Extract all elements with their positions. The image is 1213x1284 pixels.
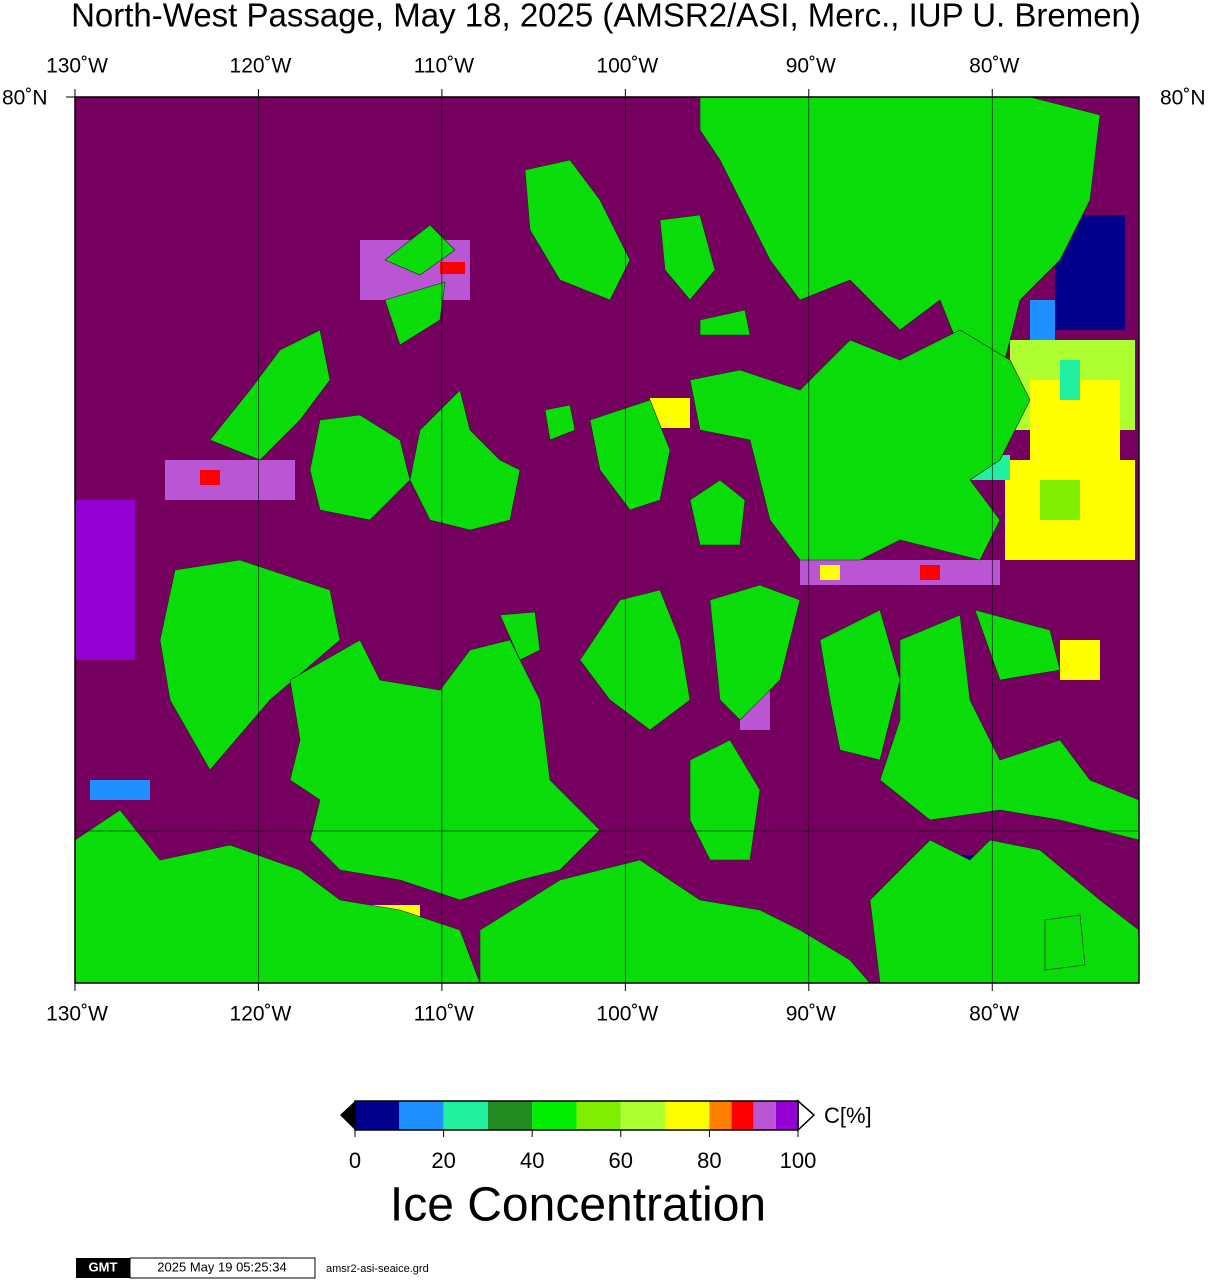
colorbar-segment — [731, 1101, 754, 1130]
colorbar-segment — [443, 1101, 488, 1130]
lon-label: 120˚W — [230, 55, 292, 78]
colorbar-segment — [753, 1101, 776, 1130]
colorbar: C[%] Ice Concentration 0 20 40 60 80 100 — [340, 1099, 872, 1232]
lon-label: 120˚W — [230, 1003, 292, 1026]
lon-label: 90˚W — [786, 55, 836, 78]
colorbar-segment — [399, 1101, 444, 1130]
title: North-West Passage, May 18, 2025 (AMSR2/… — [71, 0, 1141, 34]
land — [74, 96, 1140, 984]
colorbar-tick-label: 100 — [780, 1148, 817, 1173]
lon-label: 100˚W — [596, 1003, 658, 1026]
lon-label: 100˚W — [596, 55, 658, 78]
colorbar-segment — [576, 1101, 621, 1130]
lat-label: 80˚N — [1160, 87, 1206, 110]
file-name: amsr2-asi-seaice.grd — [326, 1263, 429, 1275]
lon-label: 110˚W — [414, 55, 474, 78]
footer: GMT 2025 May 19 05:25:34 amsr2-asi-seaic… — [76, 1257, 429, 1279]
colorbar-frame — [354, 1100, 799, 1131]
lat-label: 80˚N — [2, 87, 48, 110]
colorbar-segment — [620, 1101, 666, 1130]
lon-label: 90˚W — [786, 1003, 836, 1026]
below-range-arrow — [340, 1101, 355, 1130]
lon-label: 80˚W — [969, 55, 1019, 78]
colorbar-tick-label: 60 — [609, 1148, 633, 1173]
lon-label: 110˚W — [414, 1003, 474, 1026]
colorbar-title: Ice Concentration — [390, 1179, 766, 1232]
colorbar-segment — [532, 1101, 577, 1130]
timestamp: 2025 May 19 05:25:34 — [157, 1259, 286, 1274]
colorbar-tick-label: 20 — [431, 1148, 455, 1173]
lon-label: 130˚W — [46, 55, 108, 78]
map: 80˚N 80˚N 130˚W 130˚W 120˚W 120˚W 110˚W 110˚W… — [2, 55, 1206, 1026]
lon-label: 80˚W — [969, 1003, 1019, 1026]
timestamp-box — [129, 1257, 316, 1279]
colorbar-segment — [487, 1101, 533, 1130]
colorbar-segment — [665, 1101, 710, 1130]
colorbar-tick-label: 0 — [349, 1148, 361, 1173]
lon-label: 130˚W — [46, 1003, 108, 1026]
above-range-arrow — [797, 1099, 816, 1132]
colorbar-tick-label: 40 — [520, 1148, 544, 1173]
colorbar-segment — [775, 1101, 798, 1130]
logo: GMT — [89, 1259, 118, 1274]
colorbar-tick-label: 80 — [697, 1148, 721, 1173]
colorbar-segment — [355, 1101, 400, 1130]
colorbar-segment — [709, 1101, 732, 1130]
colorbar-unit: C[%] — [824, 1103, 872, 1128]
logo-box — [76, 1258, 130, 1278]
